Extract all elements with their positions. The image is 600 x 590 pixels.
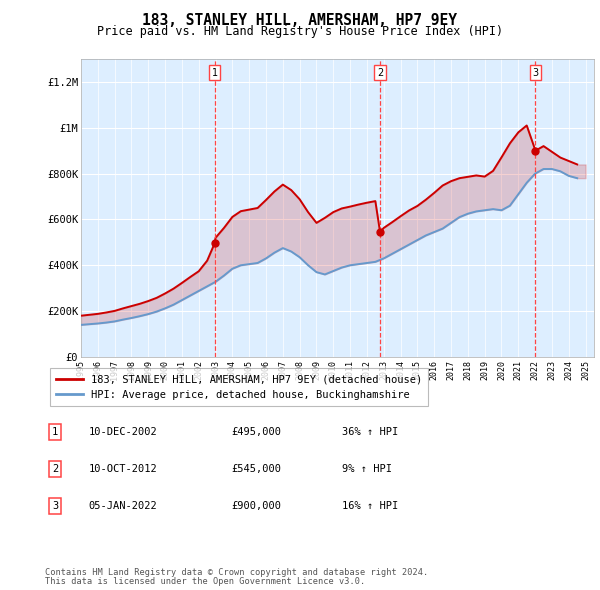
Text: 05-JAN-2022: 05-JAN-2022 [89, 502, 158, 511]
Text: 10-DEC-2002: 10-DEC-2002 [89, 427, 158, 437]
Text: £900,000: £900,000 [231, 502, 281, 511]
Text: 10-OCT-2012: 10-OCT-2012 [89, 464, 158, 474]
Text: 9% ↑ HPI: 9% ↑ HPI [342, 464, 392, 474]
Legend: 183, STANLEY HILL, AMERSHAM, HP7 9EY (detached house), HPI: Average price, detac: 183, STANLEY HILL, AMERSHAM, HP7 9EY (de… [50, 368, 428, 406]
Text: Contains HM Land Registry data © Crown copyright and database right 2024.: Contains HM Land Registry data © Crown c… [45, 568, 428, 577]
Text: £495,000: £495,000 [231, 427, 281, 437]
Text: 3: 3 [52, 502, 58, 511]
Text: 2: 2 [377, 68, 383, 78]
Text: 3: 3 [532, 68, 539, 78]
Text: 1: 1 [211, 68, 218, 78]
Text: 1: 1 [52, 427, 58, 437]
Text: 16% ↑ HPI: 16% ↑ HPI [342, 502, 398, 511]
Text: Price paid vs. HM Land Registry's House Price Index (HPI): Price paid vs. HM Land Registry's House … [97, 25, 503, 38]
Text: 2: 2 [52, 464, 58, 474]
Text: £545,000: £545,000 [231, 464, 281, 474]
Text: 183, STANLEY HILL, AMERSHAM, HP7 9EY: 183, STANLEY HILL, AMERSHAM, HP7 9EY [143, 13, 458, 28]
Text: This data is licensed under the Open Government Licence v3.0.: This data is licensed under the Open Gov… [45, 578, 365, 586]
Text: 36% ↑ HPI: 36% ↑ HPI [342, 427, 398, 437]
